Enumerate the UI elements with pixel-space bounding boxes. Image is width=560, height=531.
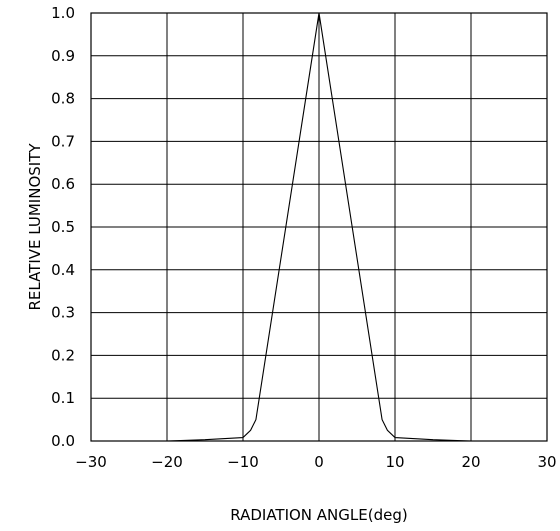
- y-tick-label: 0.8: [51, 90, 75, 108]
- x-tick-label: 0: [314, 453, 324, 471]
- y-tick-label: 0.6: [51, 175, 75, 193]
- grid: [90, 12, 548, 442]
- x-tick-label: 10: [385, 453, 404, 471]
- x-tick-label: −20: [151, 453, 183, 471]
- y-tick-label: 0.2: [51, 346, 75, 364]
- y-tick-label: 0.4: [51, 261, 75, 279]
- x-tick-label: −10: [227, 453, 259, 471]
- y-tick-label: 0.5: [51, 218, 75, 236]
- y-tick-label: 0.3: [51, 304, 75, 322]
- x-tick-labels: −30 −20 −10 0 10 20 30: [75, 453, 556, 471]
- plot-frame: [90, 12, 548, 442]
- y-tick-label: 0.9: [51, 47, 75, 65]
- y-tick-label: 1.0: [51, 4, 75, 22]
- y-tick-labels: 0.0 0.1 0.2 0.3 0.4 0.5 0.6 0.7 0.8 0.9 1.0: [51, 4, 75, 450]
- y-tick-label: 0.1: [51, 389, 75, 407]
- y-tick-label: 0.7: [51, 132, 75, 150]
- y-tick-label: 0.0: [51, 432, 75, 450]
- x-tick-label: 20: [461, 453, 480, 471]
- y-axis-title: RELATIVE LUMINOSITY: [26, 143, 44, 311]
- x-tick-label: −30: [75, 453, 107, 471]
- x-axis-title: RADIATION ANGLE(deg): [230, 506, 407, 524]
- x-tick-label: 30: [537, 453, 556, 471]
